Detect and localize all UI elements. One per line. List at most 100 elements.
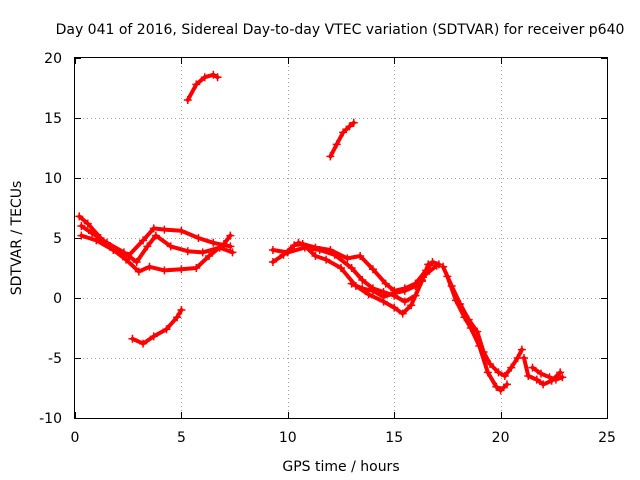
y-axis-label: SDTVAR / TECUs: [9, 181, 25, 296]
data-point: [75, 212, 84, 221]
data-point: [226, 242, 235, 251]
data-point: [160, 266, 169, 275]
data-point: [228, 248, 237, 257]
data-point: [368, 286, 377, 295]
data-point: [198, 248, 207, 257]
data-point: [398, 309, 407, 318]
series-track-14: [528, 363, 567, 384]
data-point: [494, 368, 503, 377]
data-point: [466, 324, 475, 332]
data-series: [75, 70, 567, 395]
data-point: [77, 222, 86, 230]
data-point: [162, 325, 171, 334]
series-track-3: [77, 224, 235, 260]
data-point: [343, 254, 352, 263]
data-point: [311, 243, 320, 252]
data-point: [532, 375, 541, 384]
series-track-2: [77, 222, 237, 266]
series-track-10: [347, 261, 441, 301]
data-point: [537, 369, 546, 378]
plot-frame: [74, 57, 608, 419]
series-track-4: [128, 306, 186, 348]
data-point: [209, 238, 218, 247]
data-point: [192, 80, 201, 89]
data-point: [290, 241, 299, 250]
data-point: [517, 345, 526, 354]
y-tick-label: -5: [48, 351, 62, 367]
data-point: [407, 301, 416, 310]
data-point: [177, 265, 186, 274]
data-point: [551, 375, 560, 384]
data-point: [77, 231, 86, 240]
data-point: [460, 313, 469, 322]
x-axis-label: GPS time / hours: [282, 459, 399, 475]
data-point: [205, 252, 214, 260]
data-point: [496, 386, 505, 395]
data-point: [311, 252, 320, 260]
chart-title: Day 041 of 2016, Sidereal Day-to-day VTE…: [56, 22, 625, 38]
data-point: [358, 276, 367, 284]
y-tick-label: 10: [44, 171, 62, 187]
data-point: [88, 229, 97, 238]
data-point: [279, 250, 288, 259]
data-point: [149, 224, 158, 233]
data-point: [177, 306, 186, 314]
data-point: [545, 373, 554, 382]
data-point: [200, 73, 209, 82]
data-point: [475, 342, 484, 350]
x-tick-label: 15: [385, 430, 403, 446]
data-point: [166, 242, 175, 251]
data-point: [356, 252, 365, 260]
data-point: [326, 246, 335, 254]
data-point: [149, 332, 158, 341]
data-point: [358, 284, 367, 293]
data-point: [128, 334, 137, 343]
data-point: [294, 238, 303, 247]
data-point: [132, 258, 141, 266]
data-point: [379, 292, 388, 301]
data-point: [139, 339, 148, 348]
data-point: [192, 264, 201, 272]
data-point: [500, 372, 509, 380]
data-point: [428, 258, 437, 266]
data-point: [483, 368, 492, 377]
x-tick-label: 10: [279, 430, 297, 446]
y-tick-label: 0: [53, 291, 62, 307]
data-point: [160, 225, 169, 234]
data-point: [443, 272, 452, 281]
data-point: [492, 382, 501, 391]
data-point: [339, 128, 348, 137]
data-point: [173, 313, 182, 322]
data-point: [539, 380, 548, 389]
data-point: [326, 152, 335, 161]
data-point: [124, 252, 133, 260]
data-point: [502, 380, 511, 389]
data-point: [143, 242, 152, 251]
data-point: [485, 360, 494, 368]
x-tick-label: 5: [177, 430, 186, 446]
data-point: [347, 264, 356, 272]
y-tick-label: 5: [53, 231, 62, 247]
data-point: [209, 70, 218, 79]
data-point: [451, 296, 460, 305]
data-point: [390, 303, 399, 312]
data-point: [213, 73, 222, 82]
data-point: [528, 363, 537, 372]
data-point: [92, 236, 101, 245]
data-point: [411, 282, 420, 290]
grid: [75, 58, 607, 418]
data-point: [322, 255, 331, 264]
series-track-6: [326, 118, 358, 161]
data-point: [558, 373, 567, 382]
series-track-5: [183, 70, 222, 104]
data-point: [400, 297, 409, 306]
series-track-12: [443, 272, 511, 395]
data-point: [183, 247, 192, 256]
series-line: [79, 224, 235, 264]
x-tick-label: 25: [598, 430, 616, 446]
data-point: [556, 368, 565, 377]
data-point: [183, 96, 192, 104]
y-tick-label: 20: [44, 51, 62, 67]
data-point: [226, 231, 235, 240]
